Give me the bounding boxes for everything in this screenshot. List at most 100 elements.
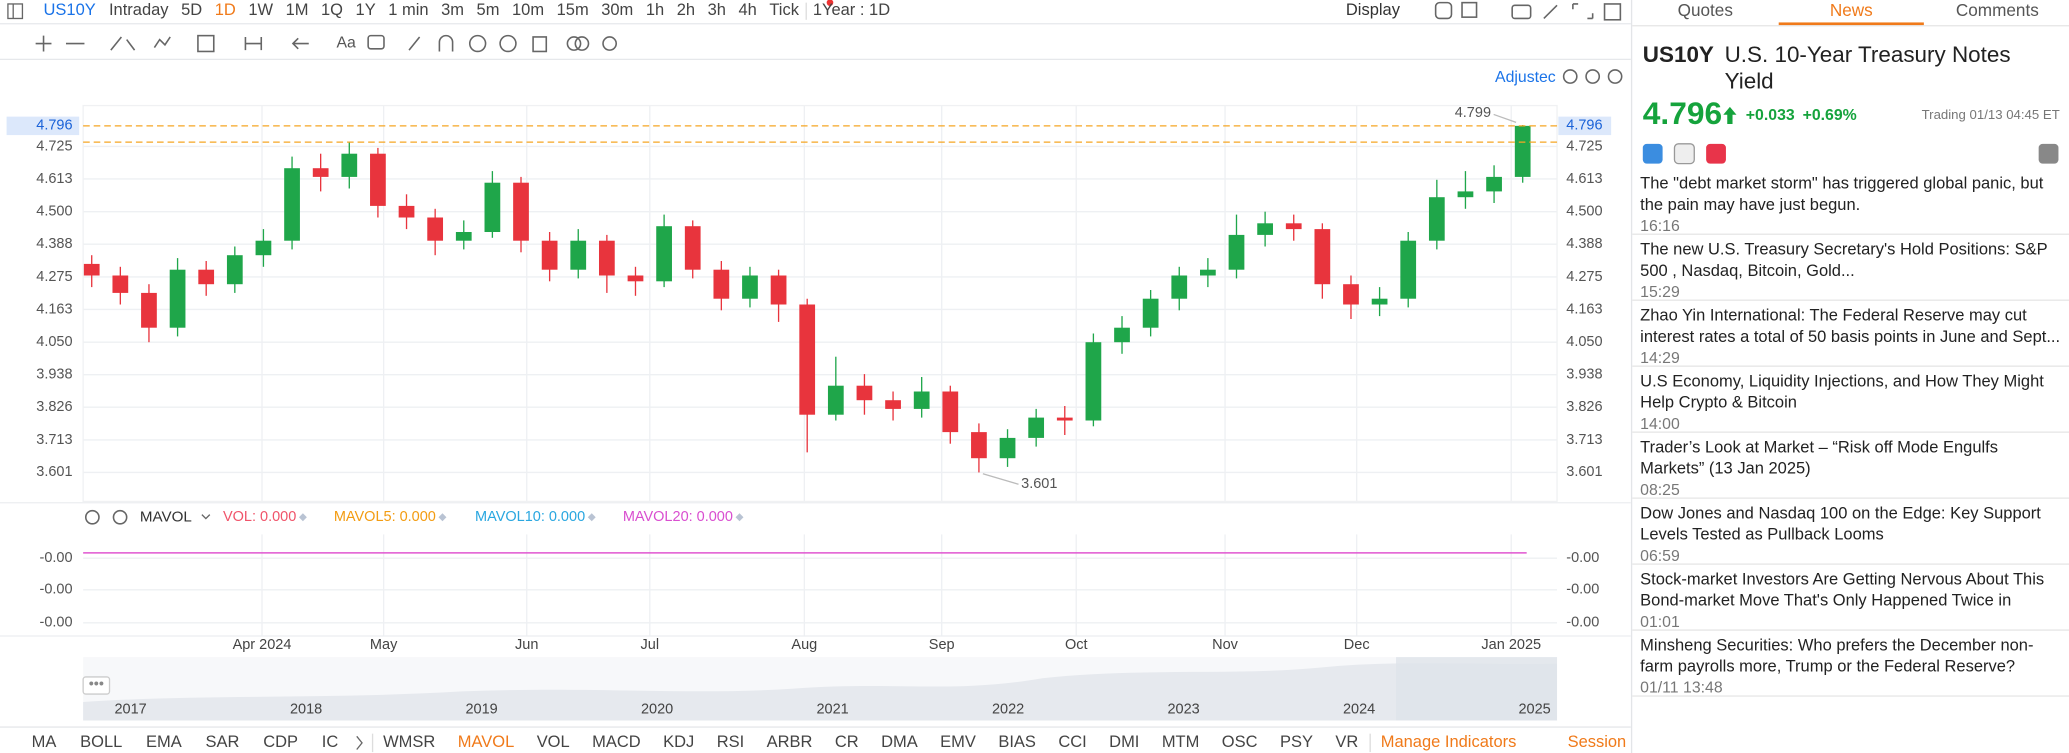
settings-tool[interactable]: [602, 36, 618, 51]
settings-icon[interactable]: [1434, 1, 1453, 20]
tag-icon[interactable]: [1642, 143, 1663, 164]
hide-tool[interactable]: [499, 34, 517, 53]
indicator-button[interactable]: MAVOL: [458, 733, 515, 751]
indicator-button[interactable]: EMV: [940, 733, 976, 751]
indicator-button[interactable]: VR: [1335, 733, 1358, 751]
layers-tool[interactable]: [574, 36, 590, 51]
indicator-caret: [201, 514, 211, 520]
news-item[interactable]: Zhao Yin International: The Federal Rese…: [1632, 301, 2069, 367]
bookmark-icon[interactable]: [1673, 143, 1695, 165]
candle-body: [1257, 223, 1273, 235]
period-button[interactable]: 30m: [601, 1, 633, 19]
indicator-settings[interactable]: [84, 509, 100, 525]
magnet-tool[interactable]: [438, 34, 454, 52]
news-item[interactable]: Minsheng Securities: Who prefers the Dec…: [1632, 631, 2069, 697]
measure-tool[interactable]: [244, 36, 263, 51]
fullscreen-icon[interactable]: [1572, 3, 1594, 20]
layers-tool[interactable]: [566, 36, 582, 51]
favorite-icon[interactable]: [1706, 143, 1726, 164]
lock-tool[interactable]: [468, 34, 487, 53]
camera-icon[interactable]: [1511, 4, 1532, 20]
text-tool[interactable]: Aa: [336, 35, 356, 52]
pattern-tool[interactable]: [197, 34, 215, 53]
candle-body: [541, 240, 558, 270]
period-button[interactable]: 1Q: [321, 1, 343, 19]
period-button[interactable]: Tick: [769, 1, 799, 19]
zoom-out-icon[interactable]: [1585, 69, 1601, 84]
news-item[interactable]: U.S Economy, Liquidity Injections, and H…: [1632, 367, 2069, 433]
period-button[interactable]: 5m: [477, 1, 500, 19]
indicator-button[interactable]: MTM: [1162, 733, 1200, 751]
sidebar-icon[interactable]: [1603, 3, 1622, 21]
indicator-button[interactable]: CDP: [263, 733, 298, 751]
x-tick-label: May: [370, 637, 398, 653]
indicator-close[interactable]: [112, 509, 128, 525]
zoom-in-icon[interactable]: [1607, 69, 1623, 84]
navigator-window[interactable]: [1396, 657, 1558, 721]
indicator-button[interactable]: CR: [835, 733, 859, 751]
indicator-button[interactable]: WMSR: [383, 733, 435, 751]
arrow-tool[interactable]: [291, 37, 309, 50]
display-menu[interactable]: Display: [1346, 1, 1401, 19]
period-button[interactable]: 2h: [677, 1, 695, 19]
indicator-button[interactable]: DMI: [1109, 733, 1139, 751]
period-button[interactable]: 3m: [441, 1, 464, 19]
period-button[interactable]: 1D: [215, 1, 236, 19]
news-item[interactable]: Trader’s Look at Market – “Risk off Mode…: [1632, 433, 2069, 499]
indicator-button[interactable]: MACD: [592, 733, 641, 751]
reset-icon[interactable]: [1562, 69, 1578, 84]
period-button[interactable]: 1M: [286, 1, 309, 19]
indicator-button[interactable]: ARBR: [767, 733, 813, 751]
indicator-button[interactable]: BOLL: [80, 733, 122, 751]
manage-indicators[interactable]: Manage Indicators: [1381, 733, 1517, 751]
indicator-button[interactable]: KDJ: [663, 733, 694, 751]
period-button[interactable]: 1W: [248, 1, 273, 19]
indicator-button[interactable]: PSY: [1280, 733, 1313, 751]
layout-icon[interactable]: [1461, 1, 1478, 18]
period-button[interactable]: 1h: [646, 1, 664, 19]
period-button[interactable]: 4h: [738, 1, 756, 19]
news-item[interactable]: The new U.S. Treasury Secretary's Hold P…: [1632, 235, 2069, 301]
draw-icon[interactable]: [1543, 4, 1558, 20]
brush-tool[interactable]: [408, 36, 421, 51]
tab[interactable]: News: [1778, 0, 1925, 26]
indicator-button[interactable]: VOL: [537, 733, 570, 751]
indicator-button[interactable]: IC: [322, 733, 339, 751]
move-tool[interactable]: [35, 35, 52, 52]
news-item[interactable]: Dow Jones and Nasdaq 100 on the Edge: Ke…: [1632, 499, 2069, 565]
period-button[interactable]: 1Y: [356, 1, 376, 19]
tab[interactable]: Comments: [1955, 0, 2039, 20]
indicator-button[interactable]: RSI: [717, 733, 744, 751]
period-button[interactable]: 5D: [181, 1, 202, 19]
session-button[interactable]: Session: [1568, 733, 1627, 751]
news-item[interactable]: The "debt market storm" has triggered gl…: [1632, 169, 2069, 235]
indicator-button[interactable]: SAR: [206, 733, 240, 751]
trend-tool[interactable]: [110, 36, 136, 51]
indicator-button[interactable]: BIAS: [998, 733, 1036, 751]
tab[interactable]: Quotes: [1677, 0, 1733, 20]
adjusted-toggle[interactable]: Adjustec: [1495, 69, 1556, 86]
y-tick-label: 4.275: [36, 269, 72, 285]
indicator-button[interactable]: DMA: [881, 733, 918, 751]
more-arrow[interactable]: [356, 735, 363, 750]
period-button[interactable]: 1 min: [388, 1, 428, 19]
period-button[interactable]: Intraday: [109, 1, 169, 19]
x-tick-label: Jun: [515, 637, 538, 653]
indicator-button[interactable]: EMA: [146, 733, 182, 751]
period-button[interactable]: 3h: [708, 1, 726, 19]
panel-icon[interactable]: [7, 3, 24, 20]
period-button[interactable]: 10m: [512, 1, 544, 19]
wave-tool[interactable]: [153, 36, 171, 48]
range-menu[interactable]: 1Year : 1D: [813, 1, 890, 19]
period-button[interactable]: 15m: [557, 1, 589, 19]
indicator-button[interactable]: CCI: [1058, 733, 1086, 751]
symbol[interactable]: US10Y: [44, 1, 96, 19]
news-item[interactable]: Stock-market Investors Are Getting Nervo…: [1632, 565, 2069, 631]
alert-icon[interactable]: [2038, 143, 2059, 164]
indicator-button[interactable]: MA: [32, 733, 57, 751]
note-tool[interactable]: [367, 34, 385, 50]
indicator-button[interactable]: OSC: [1222, 733, 1258, 751]
navigator-menu[interactable]: [82, 676, 111, 695]
delete-tool[interactable]: [532, 36, 548, 53]
candle-body: [971, 432, 987, 459]
